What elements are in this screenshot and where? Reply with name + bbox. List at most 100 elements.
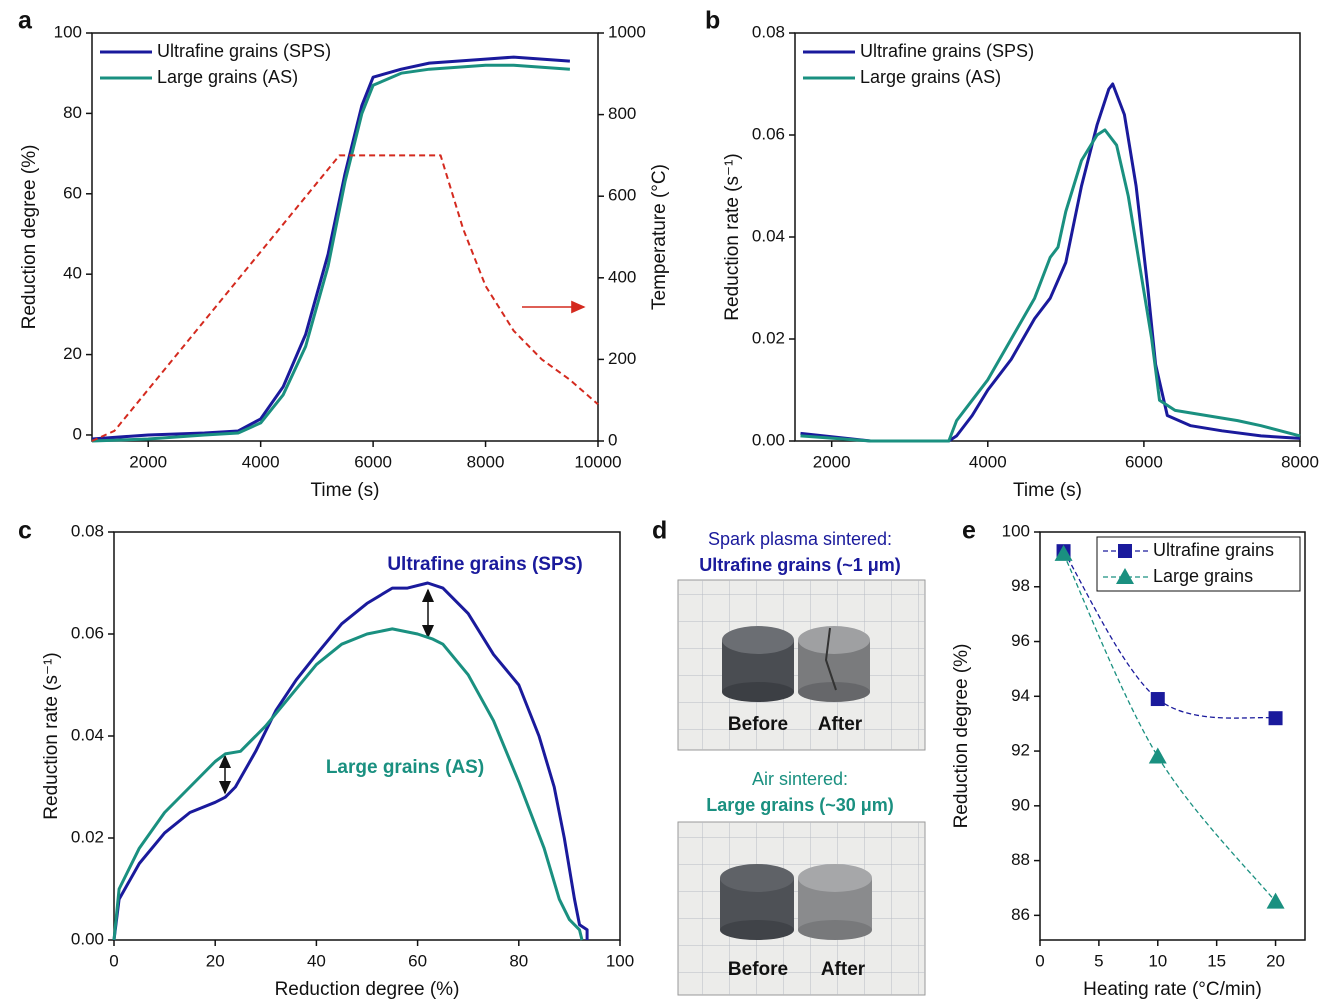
panel-label: c bbox=[18, 517, 32, 545]
x-tick-label: 40 bbox=[307, 951, 326, 970]
x-tick-label: 4000 bbox=[242, 452, 280, 471]
y2-tick-label: 1000 bbox=[608, 22, 646, 41]
photo bbox=[677, 821, 926, 996]
y-tick-label: 96 bbox=[1011, 631, 1030, 650]
y-tick-label: 92 bbox=[1011, 741, 1030, 760]
y-axis-title: Reduction degree (%) bbox=[951, 644, 972, 829]
x-tick-label: 6000 bbox=[1125, 452, 1163, 471]
data-point bbox=[1268, 711, 1283, 726]
plot-frame bbox=[1039, 531, 1306, 941]
legend-label: Ultrafine grains (SPS) bbox=[860, 41, 1034, 61]
plot-frame bbox=[794, 32, 1301, 442]
x-tick-label: 10 bbox=[1148, 951, 1167, 970]
x-tick-label: 20 bbox=[206, 951, 225, 970]
fit-curve bbox=[1062, 553, 1277, 903]
x-tick-label: 2000 bbox=[129, 452, 167, 471]
y-tick-label: 0 bbox=[73, 424, 82, 443]
panel-label: e bbox=[962, 517, 976, 545]
photo-label: Before bbox=[728, 959, 788, 980]
y2-tick-label: 400 bbox=[608, 267, 636, 286]
plot-frame bbox=[91, 32, 599, 442]
x-axis-title: Time (s) bbox=[1013, 480, 1082, 501]
legend-label: Ultrafine grains (SPS) bbox=[157, 41, 331, 61]
photo-label: After bbox=[821, 959, 866, 980]
y-axis-title: Reduction rate (s⁻¹) bbox=[722, 153, 743, 320]
y2-tick-label: 600 bbox=[608, 186, 636, 205]
x-tick-label: 5 bbox=[1094, 951, 1103, 970]
data-line bbox=[91, 63, 571, 443]
x-axis-title: Heating rate (°C/min) bbox=[1083, 979, 1262, 1000]
y-tick-label: 98 bbox=[1011, 576, 1030, 595]
data-line bbox=[91, 154, 599, 442]
x-tick-label: 10000 bbox=[574, 452, 621, 471]
y-tick-label: 0.00 bbox=[752, 430, 785, 449]
y-tick-label: 0.04 bbox=[752, 226, 785, 245]
y-tick-label: 0.04 bbox=[71, 725, 104, 744]
x-axis-title: Reduction degree (%) bbox=[275, 979, 460, 1000]
y-tick-label: 40 bbox=[63, 264, 82, 283]
y-tick-label: 0.02 bbox=[71, 827, 104, 846]
y-tick-label: 0.02 bbox=[752, 328, 785, 347]
y-tick-label: 94 bbox=[1011, 686, 1030, 705]
panel-label: b bbox=[705, 7, 720, 35]
x-tick-label: 15 bbox=[1207, 951, 1226, 970]
photo-label: Before bbox=[728, 714, 788, 735]
y-tick-label: 86 bbox=[1011, 905, 1030, 924]
y-axis-title: Reduction rate (s⁻¹) bbox=[41, 652, 62, 819]
y-tick-label: 0.08 bbox=[752, 22, 785, 41]
panel-label: d bbox=[652, 517, 667, 545]
legend-label: Large grains (AS) bbox=[860, 67, 1001, 87]
y-tick-label: 0.08 bbox=[71, 521, 104, 540]
y-tick-label: 0.00 bbox=[71, 929, 104, 948]
x-tick-label: 0 bbox=[1035, 951, 1044, 970]
data-point bbox=[1266, 892, 1285, 909]
y-tick-label: 100 bbox=[1002, 521, 1030, 540]
photo-title: Large grains (~30 μm) bbox=[706, 795, 894, 815]
x-tick-label: 4000 bbox=[969, 452, 1007, 471]
y-tick-label: 0.06 bbox=[71, 623, 104, 642]
y2-tick-label: 200 bbox=[608, 349, 636, 368]
y-tick-label: 0.06 bbox=[752, 124, 785, 143]
panel-label: a bbox=[18, 7, 33, 35]
y-tick-label: 88 bbox=[1011, 850, 1030, 869]
annotation: Ultrafine grains (SPS) bbox=[387, 554, 582, 575]
photo-caption: Spark plasma sintered: bbox=[708, 529, 892, 549]
annotation: Large grains (AS) bbox=[326, 757, 484, 778]
x-tick-label: 6000 bbox=[354, 452, 392, 471]
photo-title: Ultrafine grains (~1 μm) bbox=[699, 555, 901, 575]
data-point bbox=[1148, 747, 1167, 764]
photo-label: After bbox=[818, 714, 863, 735]
y-axis-title: Reduction degree (%) bbox=[19, 145, 40, 330]
legend-marker bbox=[1118, 544, 1132, 558]
legend-label: Large grains bbox=[1153, 566, 1253, 586]
data-line bbox=[800, 128, 1301, 443]
x-tick-label: 100 bbox=[606, 951, 634, 970]
x-tick-label: 2000 bbox=[813, 452, 851, 471]
x-tick-label: 20 bbox=[1266, 951, 1285, 970]
y-tick-label: 100 bbox=[54, 22, 82, 41]
photo bbox=[677, 579, 926, 751]
y-tick-label: 80 bbox=[63, 103, 82, 122]
data-point bbox=[1054, 544, 1073, 561]
x-axis-title: Time (s) bbox=[311, 480, 380, 501]
x-tick-label: 80 bbox=[509, 951, 528, 970]
legend-label: Ultrafine grains bbox=[1153, 540, 1274, 560]
legend-label: Large grains (AS) bbox=[157, 67, 298, 87]
x-tick-label: 0 bbox=[109, 951, 118, 970]
data-line bbox=[112, 627, 584, 941]
legend-marker bbox=[1116, 568, 1134, 584]
data-line bbox=[112, 581, 589, 941]
x-tick-label: 8000 bbox=[467, 452, 505, 471]
y2-axis-title: Temperature (°C) bbox=[649, 164, 670, 310]
y2-tick-label: 0 bbox=[608, 430, 617, 449]
data-line bbox=[91, 55, 571, 441]
data-line bbox=[800, 82, 1301, 443]
plot-frame bbox=[113, 531, 621, 941]
y-tick-label: 60 bbox=[63, 183, 82, 202]
y-tick-label: 20 bbox=[63, 344, 82, 363]
y-tick-label: 90 bbox=[1011, 795, 1030, 814]
x-tick-label: 8000 bbox=[1281, 452, 1319, 471]
data-point bbox=[1150, 692, 1165, 707]
